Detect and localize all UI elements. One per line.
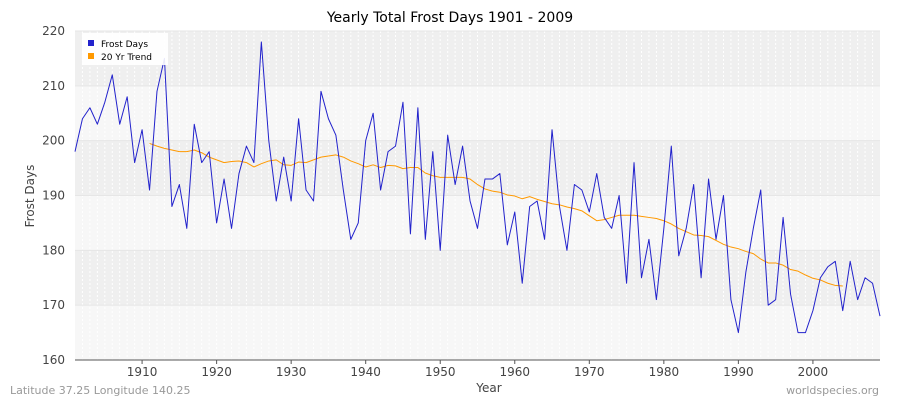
legend: Frost Days 20 Yr Trend — [82, 33, 168, 65]
x-tick-label: 1960 — [499, 365, 530, 379]
x-tick-label: 1970 — [574, 365, 605, 379]
y-axis-label: Frost Days — [23, 165, 37, 228]
footer-coordinates: Latitude 37.25 Longitude 140.25 — [10, 384, 190, 397]
legend-label-20-yr-trend: 20 Yr Trend — [101, 53, 152, 63]
x-tick-label: 1950 — [425, 365, 456, 379]
legend-label-frost-days: Frost Days — [101, 40, 148, 50]
y-tick-label: 200 — [42, 134, 65, 148]
frost-days-line — [74, 41, 881, 334]
footer-source: worldspecies.org — [786, 384, 879, 397]
x-tick-label: 2000 — [798, 365, 829, 379]
y-tick-label: 180 — [42, 243, 65, 257]
x-tick-label: 1990 — [723, 365, 754, 379]
y-tick-label: 170 — [42, 298, 65, 312]
x-tick-label: 1920 — [201, 365, 232, 379]
x-tick-label: 1930 — [276, 365, 307, 379]
x-tick-label: 1940 — [350, 365, 381, 379]
y-tick-label: 160 — [42, 353, 65, 367]
frost-days-series-layer — [74, 41, 881, 334]
x-tick-label: 1980 — [649, 365, 680, 379]
y-tick-label: 190 — [42, 189, 65, 203]
chart-title: Yearly Total Frost Days 1901 - 2009 — [326, 10, 573, 26]
x-tick-label: 1910 — [127, 365, 158, 379]
x-axis-label: Year — [475, 381, 501, 395]
y-tick-label: 220 — [42, 24, 65, 38]
legend-box — [82, 33, 168, 65]
tick-labels: 1910 1920 1930 1940 1950 1960 1970 1980 1990 2000… — [42, 24, 828, 379]
legend-swatch-frost-days — [88, 40, 94, 46]
y-tick-label: 210 — [42, 79, 65, 93]
legend-swatch-20-yr-trend — [88, 53, 94, 59]
